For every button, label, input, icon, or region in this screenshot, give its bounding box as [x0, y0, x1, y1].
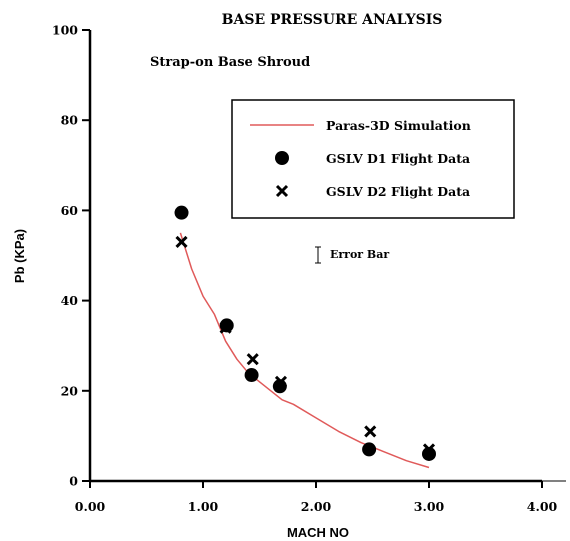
d1-flight-point	[362, 442, 377, 457]
d1-flight-point	[422, 446, 436, 461]
x-tick-label: 2.00	[301, 499, 332, 514]
y-axis-label: Pb (KPa)	[12, 229, 27, 283]
legend-d2-marker	[275, 184, 289, 198]
d2-flight-point	[364, 425, 377, 438]
y-tick-label: 20	[61, 383, 79, 398]
legend: Paras-3D Simulation GSLV D1 Flight Data …	[231, 99, 515, 219]
error-bar-icon	[315, 246, 321, 264]
d1-flight-point	[244, 368, 259, 383]
d2-flight-point	[246, 353, 259, 366]
x-tick-label: 3.00	[414, 499, 445, 514]
d2-flight-point	[422, 443, 436, 456]
y-tick-label: 0	[69, 474, 78, 489]
x-tick-label: 1.00	[188, 499, 219, 514]
error-bar-label: Error Bar	[330, 248, 389, 261]
series-layer	[174, 205, 436, 469]
axes-layer	[88, 30, 566, 483]
d2-flight-point	[219, 321, 232, 334]
x-tick-label: 4.00	[527, 499, 558, 514]
legend-d2-label: GSLV D2 Flight Data	[326, 184, 470, 199]
error-bar-annotation: Error Bar	[315, 246, 389, 264]
ticks-layer: 0.00 1.00 2.00 3.00 4.00 0 20 40 60 80 100	[52, 23, 558, 515]
y-tick-label: 100	[52, 23, 78, 38]
chart-subtitle: Strap-on Base Shroud	[150, 55, 310, 70]
d2-flight-point	[175, 235, 188, 249]
chart-title: BASE PRESSURE ANALYSIS	[222, 12, 443, 28]
x-tick-label: 0.00	[75, 499, 106, 514]
legend-d1-marker	[275, 151, 289, 165]
y-tick-label: 40	[61, 293, 79, 308]
x-axis-label: MACH NO	[287, 525, 349, 540]
simulation-curve	[179, 232, 430, 469]
legend-simulation-label: Paras-3D Simulation	[326, 118, 471, 133]
d2-flight-point	[274, 375, 288, 388]
legend-d1-label: GSLV D1 Flight Data	[326, 151, 470, 166]
y-tick-label: 80	[61, 113, 79, 128]
d1-flight-point	[174, 205, 189, 220]
y-tick-label: 60	[61, 203, 79, 218]
